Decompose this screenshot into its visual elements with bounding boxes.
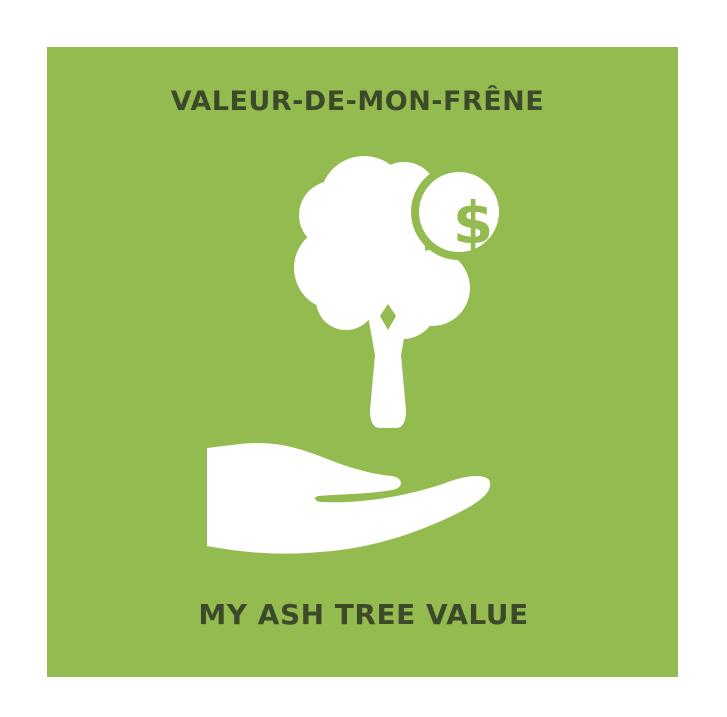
title-english: MY ASH TREE VALUE: [198, 598, 529, 631]
title-french: VALEUR-DE-MON-FRÊNE: [170, 86, 545, 117]
hand-icon: [207, 442, 491, 554]
dollar-icon: $: [453, 189, 493, 257]
trunk-fork: [380, 304, 396, 330]
dollar-circle: [419, 172, 499, 252]
badge-background: [47, 47, 678, 677]
